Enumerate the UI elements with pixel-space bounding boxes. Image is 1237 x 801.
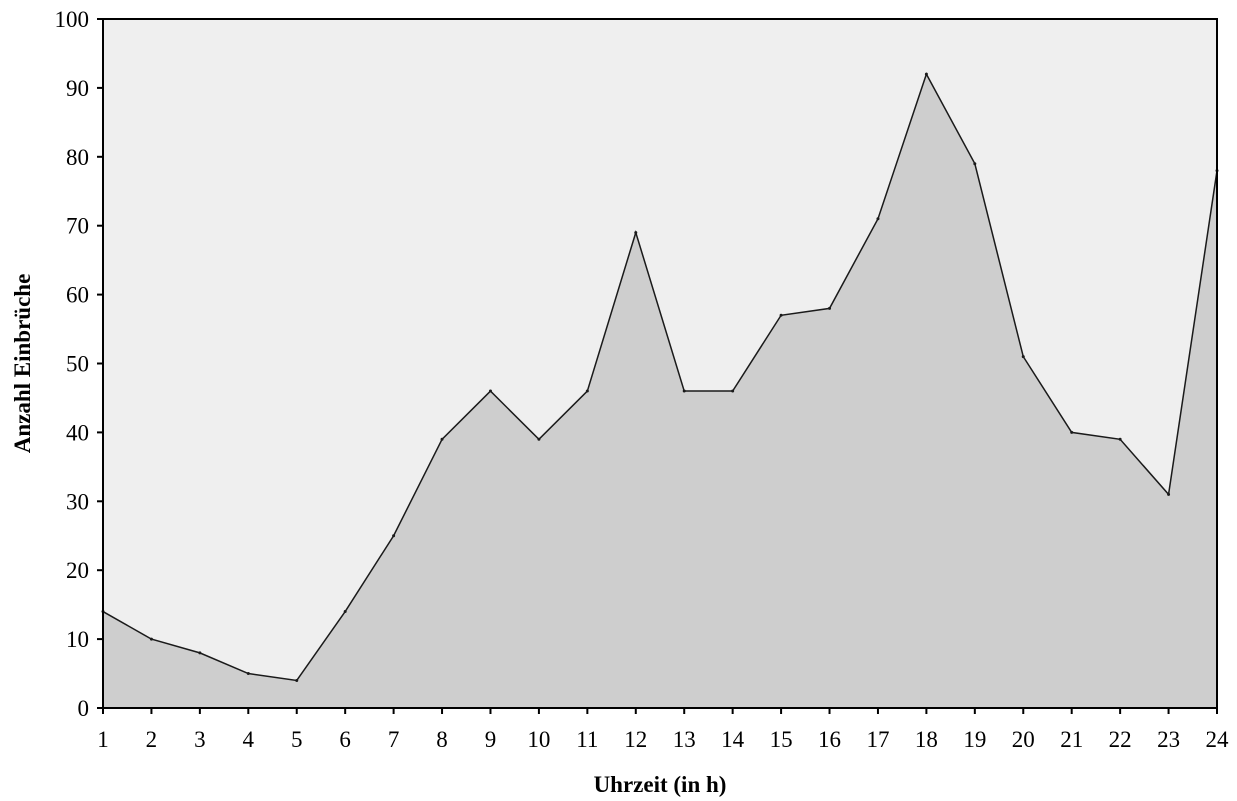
y-axis-ticks: 0 10 20 30 40 50 60 70 80 90 100 [55,7,103,721]
data-point-17 [876,217,880,221]
y-tick-label: 100 [55,7,90,32]
x-tick-label: 23 [1157,727,1180,752]
data-point-12 [634,231,638,235]
data-point-3 [198,651,202,655]
area-fill [103,74,1217,709]
x-tick-label: 8 [436,727,448,752]
data-point-10 [537,437,541,441]
series-line [102,72,1218,682]
data-point-13 [682,389,686,393]
x-tick-label: 24 [1206,727,1230,752]
x-tick-label: 13 [673,727,696,752]
x-tick-label: 7 [388,727,400,752]
data-point-19 [973,162,977,166]
x-tick-label: 21 [1060,727,1083,752]
x-tick-label: 2 [146,727,158,752]
y-tick-label: 20 [66,558,89,583]
data-point-6 [343,610,347,614]
data-point-11 [585,389,589,393]
x-tick-label: 19 [963,727,986,752]
x-tick-label: 3 [194,727,206,752]
data-point-22 [1118,437,1122,441]
x-axis-title: Uhrzeit (in h) [594,772,727,797]
x-tick-label: 16 [818,727,841,752]
data-point-5 [295,678,299,682]
x-tick-label: 12 [624,727,647,752]
data-point-8 [440,437,444,441]
x-tick-label: 17 [866,727,889,752]
x-tick-label: 18 [915,727,938,752]
data-point-23 [1167,492,1171,496]
x-tick-label: 14 [721,727,745,752]
y-tick-label: 80 [66,145,89,170]
x-tick-label: 9 [485,727,497,752]
x-tick-label: 15 [770,727,793,752]
data-point-18 [924,72,928,76]
data-point-7 [392,534,396,538]
data-point-2 [149,637,153,641]
y-axis-title: Anzahl Einbrüche [10,274,35,454]
data-point-4 [246,672,250,676]
y-tick-label: 70 [66,214,89,239]
x-tick-label: 10 [527,727,550,752]
x-axis-ticks: 1 2 3 4 5 6 7 8 9 10 11 12 13 14 15 16 17 18 19 20 21 22 23 24 [97,708,1229,752]
y-tick-label: 0 [78,696,90,721]
data-point-15 [779,313,783,317]
y-tick-label: 40 [66,420,89,445]
x-tick-label: 11 [576,727,598,752]
y-tick-label: 60 [66,283,89,308]
y-tick-label: 50 [66,352,89,377]
x-tick-label: 6 [339,727,351,752]
x-tick-label: 22 [1109,727,1132,752]
data-point-16 [828,306,832,310]
data-point-20 [1021,355,1025,359]
data-point-21 [1070,430,1074,434]
x-tick-label: 20 [1012,727,1035,752]
x-tick-label: 1 [97,727,109,752]
y-tick-label: 30 [66,489,89,514]
y-tick-label: 90 [66,76,89,101]
data-point-9 [488,389,492,393]
x-tick-label: 5 [291,727,303,752]
y-tick-label: 10 [66,627,89,652]
data-point-14 [731,389,735,393]
x-tick-label: 4 [243,727,255,752]
